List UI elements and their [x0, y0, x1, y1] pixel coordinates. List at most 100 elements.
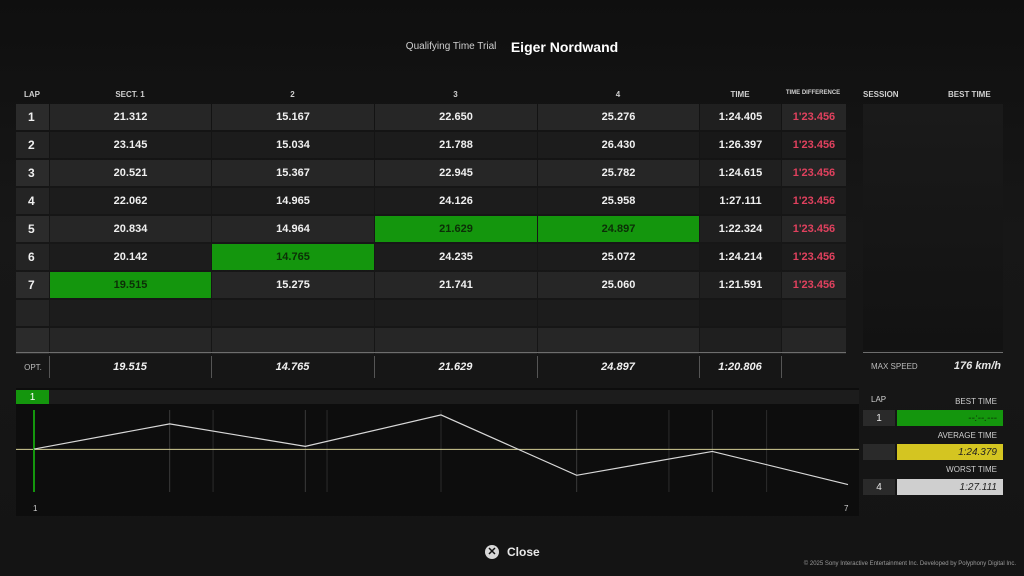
- cell-s3: 24.126: [375, 188, 537, 214]
- table-row: 2 23.145 15.034 21.788 26.430 1:26.397 1'23.45…: [16, 132, 846, 158]
- lap-time-chart: [16, 410, 859, 492]
- cell-s2: 15.275: [212, 272, 374, 298]
- best-lap-number: 1: [863, 410, 895, 426]
- opt-separator: [781, 356, 782, 378]
- cell-s4: 24.897: [538, 216, 699, 242]
- table-row: 7 19.515 15.275 21.741 25.060 1:21.591 1'23.45…: [16, 272, 846, 298]
- col-sector-2: 2: [290, 90, 295, 99]
- cell-diff: 1'23.456: [782, 272, 846, 298]
- cell-time: 1:22.324: [700, 216, 781, 242]
- optimal-sector-2: 14.765: [275, 361, 310, 373]
- cell-time: [700, 300, 781, 326]
- cell-lap: 3: [16, 160, 49, 186]
- cell-s1: [50, 300, 211, 326]
- session-panel: [863, 104, 1003, 350]
- opt-separator: [699, 356, 700, 378]
- opt-separator: [374, 356, 375, 378]
- cell-s3: 22.650: [375, 104, 537, 130]
- cell-s1: [50, 328, 211, 354]
- optimal-label: OPT.: [24, 362, 42, 372]
- cell-s3: 22.945: [375, 160, 537, 186]
- graph-end-label: 7: [844, 504, 849, 513]
- average-time-label: AVERAGE TIME: [937, 431, 997, 440]
- optimal-sector-3: 21.629: [438, 361, 473, 373]
- track-title: Eiger Nordwand: [510, 38, 619, 55]
- cell-s3: 21.629: [375, 216, 537, 242]
- cell-s4: 25.958: [538, 188, 699, 214]
- cell-s3: [375, 300, 537, 326]
- worst-time-value: 1:27.111: [897, 479, 1003, 495]
- cell-s4: 25.276: [538, 104, 699, 130]
- table-row: 3 20.521 15.367 22.945 25.782 1:24.615 1'23.45…: [16, 160, 846, 186]
- cell-diff: [782, 300, 846, 326]
- max-speed: MAX SPEED 176 km/h: [863, 356, 1003, 378]
- col-time: TIME: [730, 90, 750, 99]
- copyright-text: © 2025 Sony Interactive Entertainment In…: [803, 561, 1016, 567]
- worst-time-label: WORST TIME: [946, 465, 997, 474]
- cell-s2: [212, 328, 374, 354]
- opt-separator: [537, 356, 538, 378]
- cell-s3: 21.788: [375, 132, 537, 158]
- session-header: SESSION: [863, 90, 899, 99]
- col-sector-1: SECT. 1: [115, 90, 145, 99]
- cell-diff: 1'23.456: [782, 160, 846, 186]
- table-divider: [16, 352, 846, 353]
- stats-lap-header: LAP: [871, 395, 887, 404]
- cell-s2: 14.765: [212, 244, 374, 270]
- cell-s3: 24.235: [375, 244, 537, 270]
- graph-lap-tab[interactable]: 1: [16, 390, 49, 404]
- cell-s4: 25.060: [538, 272, 699, 298]
- cell-time: 1:26.397: [700, 132, 781, 158]
- close-button[interactable]: ✕ Close: [485, 543, 540, 561]
- cell-lap: 7: [16, 272, 49, 298]
- empty-row: [16, 328, 846, 354]
- max-speed-value: 176 km/h: [953, 360, 1001, 372]
- cell-s1: 20.834: [50, 216, 211, 242]
- cell-s2: 14.964: [212, 216, 374, 242]
- cell-lap: 1: [16, 104, 49, 130]
- lap-time-graph: [16, 388, 859, 516]
- cell-time: 1:21.591: [700, 272, 781, 298]
- best-time-label: BEST TIME: [955, 397, 997, 406]
- session-divider: [863, 352, 1003, 353]
- opt-separator: [49, 356, 50, 378]
- close-label: Close: [507, 545, 540, 559]
- cell-s1: 20.142: [50, 244, 211, 270]
- page-header: Qualifying Time Trial Eiger Nordwand: [0, 38, 1024, 56]
- col-sector-3: 3: [453, 90, 458, 99]
- optimal-time: 1:20.806: [718, 361, 762, 373]
- cell-time: 1:24.405: [700, 104, 781, 130]
- table-row: 4 22.062 14.965 24.126 25.958 1:27.111 1'23.45…: [16, 188, 846, 214]
- cell-lap: [16, 328, 49, 354]
- cross-circle-icon: ✕: [485, 545, 499, 559]
- cell-s4: 25.072: [538, 244, 699, 270]
- optimal-row: OPT. 19.515 14.765 21.629 24.897 1:20.80…: [0, 356, 860, 378]
- cell-diff: 1'23.456: [782, 188, 846, 214]
- cell-s4: [538, 300, 699, 326]
- session-mode: Qualifying Time Trial: [405, 41, 497, 53]
- cell-diff: 1'23.456: [782, 132, 846, 158]
- lap-time-series: [33, 414, 849, 486]
- cell-lap: 2: [16, 132, 49, 158]
- cell-diff: [782, 328, 846, 354]
- cell-lap: [16, 300, 49, 326]
- cell-s1: 21.312: [50, 104, 211, 130]
- optimal-sector-1: 19.515: [113, 361, 147, 373]
- optimal-sector-4: 24.897: [601, 361, 635, 373]
- cell-s2: 15.167: [212, 104, 374, 130]
- cell-time: 1:24.615: [700, 160, 781, 186]
- average-lap-box: [863, 444, 895, 460]
- cell-s1: 20.521: [50, 160, 211, 186]
- cell-s4: 26.430: [538, 132, 699, 158]
- cell-s4: 25.782: [538, 160, 699, 186]
- col-time-difference: TIME DIFFERENCE: [785, 90, 841, 96]
- cell-lap: 5: [16, 216, 49, 242]
- cell-s1: 23.145: [50, 132, 211, 158]
- table-row: 6 20.142 14.765 24.235 25.072 1:24.214 1'23.45…: [16, 244, 846, 270]
- table-row: 1 21.312 15.167 22.650 25.276 1:24.405 1'23.45…: [16, 104, 846, 130]
- cell-s1: 19.515: [50, 272, 211, 298]
- cell-s4: [538, 328, 699, 354]
- col-lap: LAP: [24, 90, 40, 99]
- worst-lap-number: 4: [863, 479, 895, 495]
- cell-s1: 22.062: [50, 188, 211, 214]
